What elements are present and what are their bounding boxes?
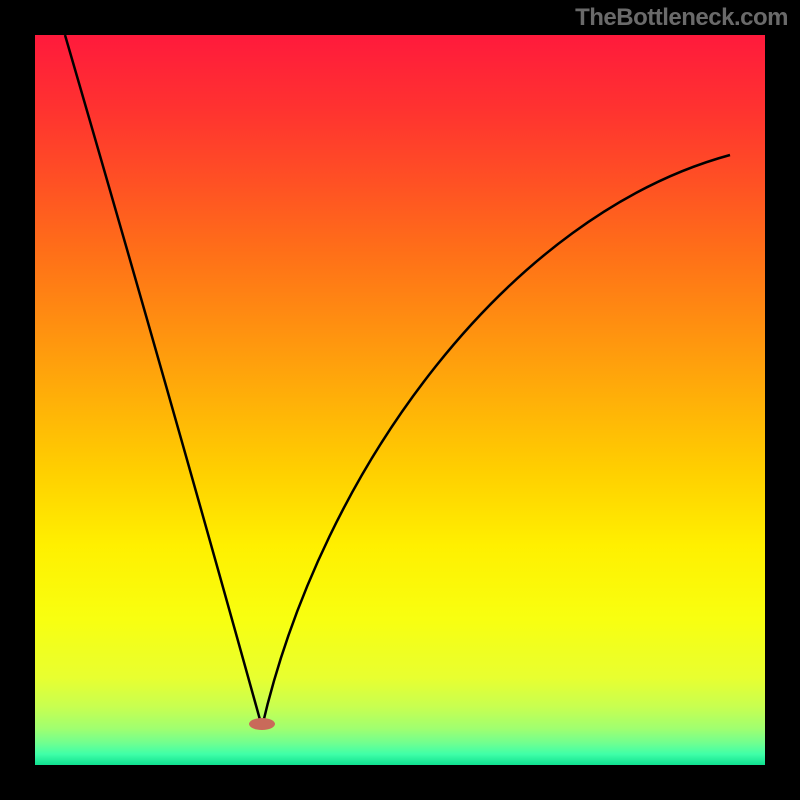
- bottleneck-curve: [65, 35, 730, 727]
- valley-marker: [249, 718, 275, 730]
- watermark-text: TheBottleneck.com: [575, 4, 788, 32]
- curve-overlay: [0, 0, 800, 800]
- chart-container: TheBottleneck.com: [0, 0, 800, 800]
